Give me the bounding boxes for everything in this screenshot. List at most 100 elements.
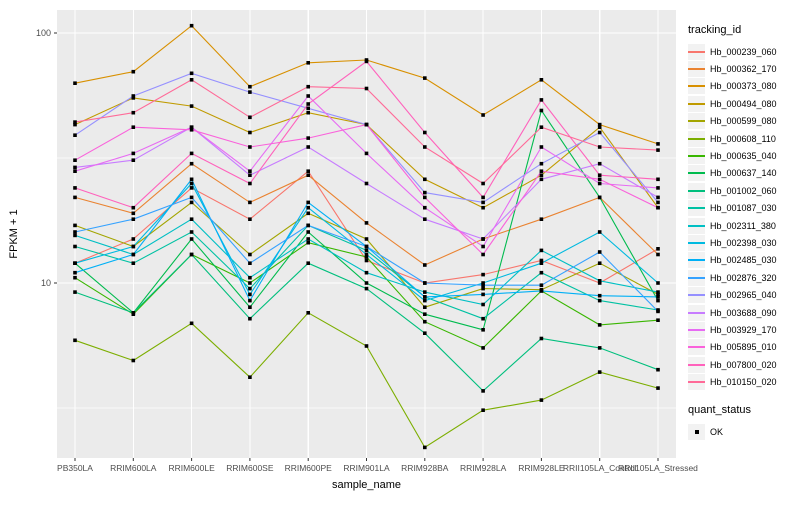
legend: tracking_id Hb_000239_060 Hb_000362_170 Hb… [688,24,798,440]
data-point [248,130,252,135]
legend-color-line-icon [688,68,705,71]
data-point [248,275,252,280]
data-point [306,211,310,216]
data-point [73,290,77,294]
data-point [481,346,485,350]
data-point [597,161,602,166]
data-point [189,237,194,241]
data-point [73,244,77,249]
data-point [481,286,485,291]
legend-item: Hb_000637_140 [688,165,798,182]
legend-key-swatch [688,252,705,269]
data-point [73,275,77,280]
data-point [597,230,602,234]
data-point [73,223,77,228]
black-square-marker-icon [694,429,699,434]
data-point [423,177,427,182]
data-point [73,133,77,137]
data-point [131,158,136,162]
legend-color-line-icon [688,276,705,279]
data-point [656,247,660,251]
legend-item: Hb_005895_010 [688,339,798,356]
legend-color-line-icon [688,363,705,366]
data-point [364,181,369,186]
legend-item-label: Hb_002398_030 [710,237,777,248]
y-tick-label: 10 [41,278,51,288]
legend-item-label: Hb_010150_020 [710,377,777,388]
data-point [656,298,660,303]
legend-item-label: Hb_001087_030 [710,203,777,214]
data-point [248,305,252,309]
data-point [73,230,77,234]
data-point [73,338,77,343]
data-point [539,98,544,102]
legend-item: Hb_000608_110 [688,130,798,147]
legend-key-swatch [688,165,705,182]
data-point [73,195,77,200]
data-point [189,177,194,182]
data-point [481,252,485,257]
data-point [481,316,485,321]
data-point [306,102,310,106]
legend-item-label: Hb_000599_080 [710,116,777,127]
legend-key-swatch [688,269,705,286]
data-point [189,195,194,200]
data-point [248,298,252,303]
data-point [73,120,77,124]
data-point [306,200,310,205]
data-point [481,181,485,186]
data-point [539,336,544,341]
data-point [539,270,544,275]
data-point [481,272,485,277]
legend-color-line-icon [688,224,705,227]
data-point [248,316,252,321]
legend-quant-status: quant_status OK [688,404,798,440]
data-point [248,173,252,177]
data-point [481,195,485,200]
legend-title-quant-status: quant_status [688,403,751,416]
data-point [423,445,427,450]
data-point [481,408,485,412]
legend-key-swatch [688,321,705,338]
data-point [423,298,427,303]
data-point [73,186,77,190]
data-point [656,205,660,210]
legend-item: Hb_002485_030 [688,252,798,269]
data-point [539,261,544,265]
legend-color-line-icon [688,120,705,123]
x-tick-label: RRIM600LA [110,463,157,473]
data-point [481,237,485,241]
data-point [306,145,310,149]
data-point [597,346,602,350]
legend-item: Hb_000362_170 [688,60,798,78]
data-point [306,223,310,228]
data-point [306,106,310,111]
data-point [597,181,602,186]
data-point [481,205,485,210]
x-tick-label: RRIM600PE [285,463,333,473]
data-point [481,302,485,307]
data-point [423,290,427,294]
data-point [656,367,660,372]
legend-key-swatch [688,287,705,304]
legend-color-line-icon [688,172,705,175]
legend-item-label: Hb_002876_320 [710,272,777,283]
y-tick-label: 100 [36,28,51,38]
x-axis-title: sample_name [331,479,402,491]
x-tick-label: RRII105LA_Stressed [618,463,698,473]
legend-color-line-icon [688,346,705,349]
data-point [597,370,602,374]
legend-key-swatch [688,95,705,112]
data-point [597,130,602,135]
data-point [656,177,660,182]
data-point [306,84,310,89]
legend-key-swatch [688,374,705,391]
x-tick-label: RRIM600LE [168,463,215,473]
data-point [131,237,136,241]
legend-item: Hb_002311_380 [688,217,798,234]
data-point [73,233,77,238]
legend-item-label: Hb_000373_080 [710,81,777,92]
data-point [656,281,660,285]
x-tick-label: PB350LA [57,463,93,473]
